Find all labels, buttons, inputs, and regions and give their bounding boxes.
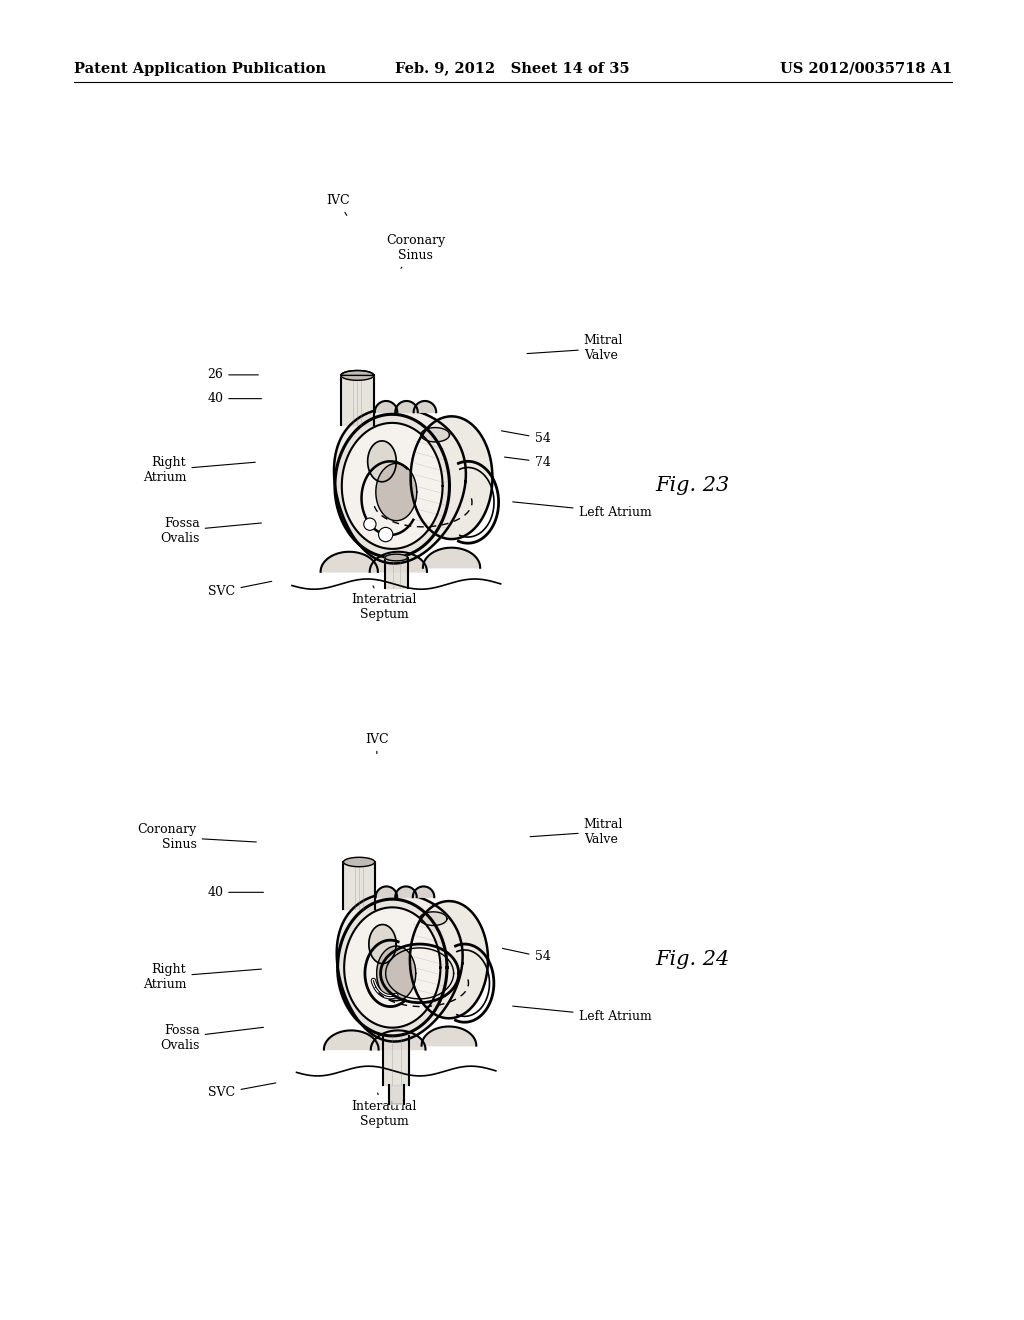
Text: Coronary
Sinus: Coronary Sinus <box>386 234 445 268</box>
Text: Fig. 24: Fig. 24 <box>655 950 730 969</box>
Polygon shape <box>376 463 417 520</box>
Polygon shape <box>413 887 434 898</box>
Text: Patent Application Publication: Patent Application Publication <box>74 62 326 75</box>
Text: Feb. 9, 2012   Sheet 14 of 35: Feb. 9, 2012 Sheet 14 of 35 <box>394 62 630 75</box>
Text: IVC: IVC <box>326 194 350 215</box>
Polygon shape <box>422 1027 476 1045</box>
Circle shape <box>379 528 393 541</box>
Text: Fossa
Ovalis: Fossa Ovalis <box>161 516 261 545</box>
Polygon shape <box>377 946 416 1001</box>
Text: Fossa
Ovalis: Fossa Ovalis <box>161 1023 263 1052</box>
Text: 26: 26 <box>207 368 258 381</box>
Text: 74: 74 <box>505 455 551 469</box>
Polygon shape <box>342 422 442 549</box>
Polygon shape <box>411 416 493 539</box>
Polygon shape <box>410 902 488 1018</box>
Text: Interatrial
Septum: Interatrial Septum <box>351 586 417 622</box>
Polygon shape <box>423 548 480 568</box>
Polygon shape <box>335 414 450 557</box>
Text: IVC: IVC <box>365 733 389 754</box>
Text: Right
Atrium: Right Atrium <box>143 455 255 484</box>
Polygon shape <box>421 428 450 442</box>
Text: 54: 54 <box>503 948 551 964</box>
Text: Interatrial
Septum: Interatrial Septum <box>351 1093 417 1129</box>
Polygon shape <box>395 887 417 898</box>
Text: Left Atrium: Left Atrium <box>513 1006 651 1023</box>
Text: SVC: SVC <box>209 1082 275 1100</box>
Text: 40: 40 <box>207 392 261 405</box>
Polygon shape <box>338 899 447 1036</box>
Polygon shape <box>376 887 397 898</box>
Polygon shape <box>321 552 378 572</box>
Text: 40: 40 <box>207 886 263 899</box>
Text: 54: 54 <box>502 430 551 445</box>
Text: Right
Atrium: Right Atrium <box>143 962 261 991</box>
Text: Coronary
Sinus: Coronary Sinus <box>137 822 256 851</box>
Polygon shape <box>385 554 408 561</box>
Polygon shape <box>368 441 396 482</box>
Polygon shape <box>420 912 447 925</box>
Polygon shape <box>337 894 463 1041</box>
Polygon shape <box>414 401 436 412</box>
Polygon shape <box>334 408 466 564</box>
Circle shape <box>364 517 376 531</box>
Text: 60: 60 <box>410 463 426 477</box>
Text: Mitral
Valve: Mitral Valve <box>527 334 623 363</box>
Polygon shape <box>369 924 396 964</box>
Polygon shape <box>324 1031 379 1049</box>
Polygon shape <box>370 552 427 572</box>
Text: SVC: SVC <box>209 581 271 598</box>
Text: Left Atrium: Left Atrium <box>513 502 651 519</box>
Polygon shape <box>371 1031 426 1049</box>
Text: Mitral
Valve: Mitral Valve <box>530 817 623 846</box>
Polygon shape <box>375 401 397 412</box>
Polygon shape <box>341 371 374 380</box>
Text: US 2012/0035718 A1: US 2012/0035718 A1 <box>780 62 952 75</box>
Polygon shape <box>344 907 440 1028</box>
Polygon shape <box>343 857 375 867</box>
Polygon shape <box>395 401 418 412</box>
Text: Fig. 23: Fig. 23 <box>655 477 730 495</box>
